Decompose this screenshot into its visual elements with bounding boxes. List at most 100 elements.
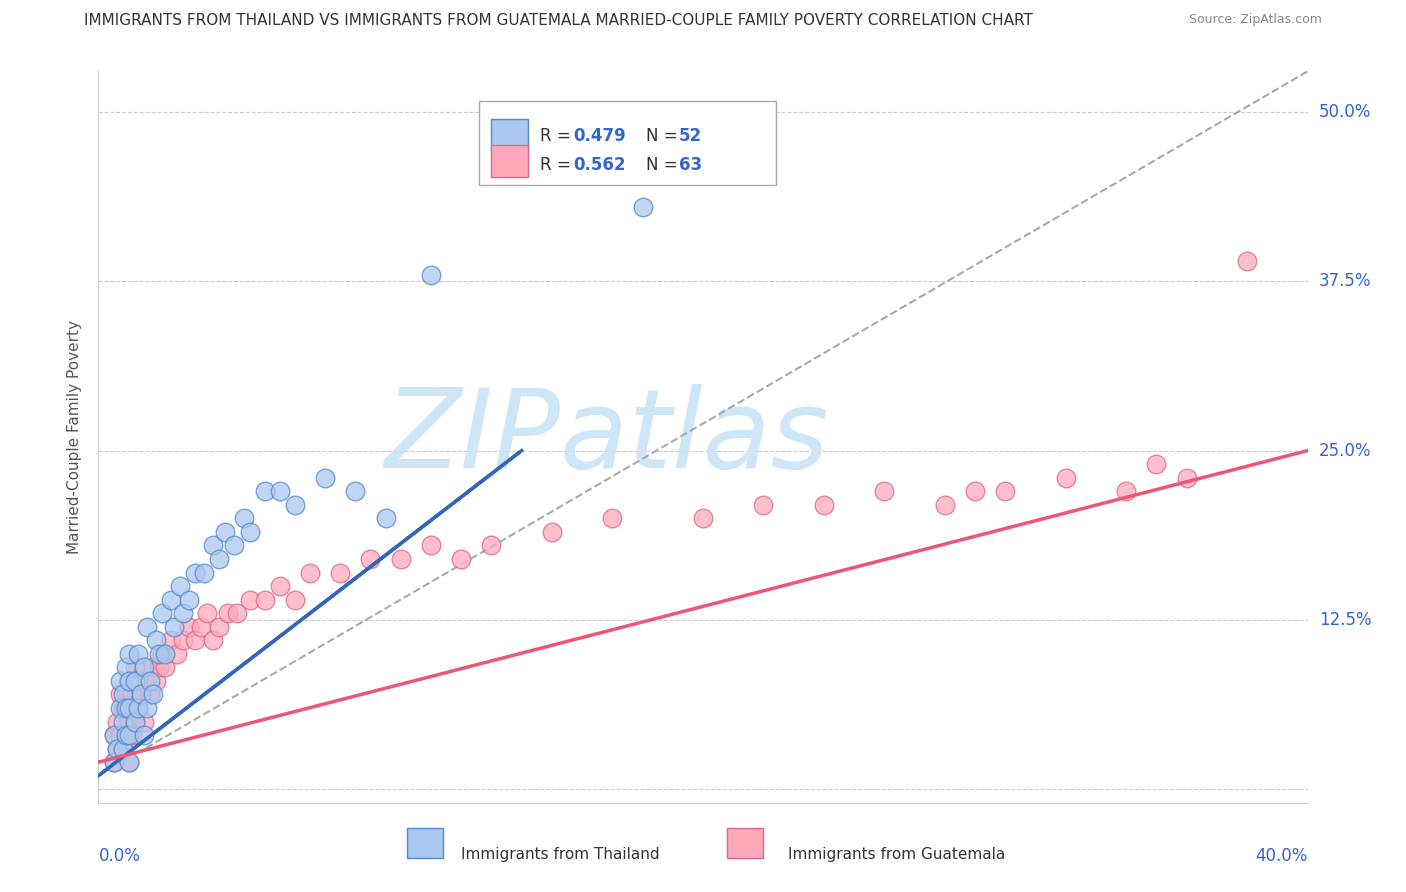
Text: 63: 63: [679, 156, 702, 174]
Text: R =: R =: [540, 127, 576, 145]
Point: [132, 660, 155, 674]
Point: [118, 647, 141, 661]
Point: [1115, 484, 1137, 499]
Point: [224, 538, 246, 552]
Point: [127, 701, 149, 715]
Point: [153, 647, 176, 661]
Point: [202, 633, 225, 648]
Point: [121, 688, 143, 702]
Point: [166, 647, 188, 661]
Point: [1236, 254, 1258, 268]
Point: [195, 606, 218, 620]
FancyBboxPatch shape: [406, 829, 443, 858]
Point: [105, 714, 128, 729]
Point: [540, 524, 562, 539]
Point: [108, 701, 131, 715]
Point: [132, 728, 155, 742]
Point: [269, 484, 291, 499]
Text: 0.0%: 0.0%: [98, 847, 141, 864]
Point: [153, 660, 176, 674]
Point: [299, 566, 322, 580]
Point: [135, 701, 157, 715]
Point: [150, 647, 173, 661]
Text: N =: N =: [647, 127, 683, 145]
Point: [114, 728, 136, 742]
Text: 40.0%: 40.0%: [1256, 847, 1308, 864]
Point: [111, 688, 134, 702]
Bar: [492, 145, 527, 178]
Point: [142, 688, 165, 702]
Point: [481, 538, 503, 552]
Point: [169, 579, 191, 593]
Point: [139, 673, 162, 688]
Point: [160, 633, 183, 648]
Y-axis label: Married-Couple Family Poverty: Married-Couple Family Poverty: [67, 320, 83, 554]
Point: [118, 714, 141, 729]
FancyBboxPatch shape: [727, 829, 763, 858]
Point: [163, 620, 186, 634]
Point: [179, 592, 201, 607]
Point: [118, 755, 141, 769]
Point: [145, 673, 167, 688]
Text: 52: 52: [679, 127, 702, 145]
Point: [374, 511, 396, 525]
Point: [124, 660, 146, 674]
Point: [118, 701, 141, 715]
Point: [202, 538, 225, 552]
Text: Immigrants from Guatemala: Immigrants from Guatemala: [787, 847, 1005, 862]
Point: [1144, 457, 1167, 471]
Point: [118, 755, 141, 769]
Point: [1054, 471, 1077, 485]
Point: [139, 688, 162, 702]
Point: [172, 633, 194, 648]
Point: [190, 620, 212, 634]
Point: [124, 673, 146, 688]
Point: [103, 728, 125, 742]
Point: [208, 552, 231, 566]
Point: [184, 633, 207, 648]
Point: [114, 688, 136, 702]
Point: [105, 741, 128, 756]
Point: [121, 728, 143, 742]
Point: [253, 484, 276, 499]
Point: [193, 566, 215, 580]
Point: [217, 606, 239, 620]
Point: [314, 471, 336, 485]
Point: [239, 524, 262, 539]
Point: [118, 728, 141, 742]
Point: [111, 741, 134, 756]
Text: 50.0%: 50.0%: [1319, 103, 1371, 121]
Point: [103, 755, 125, 769]
Point: [124, 714, 146, 729]
Point: [208, 620, 231, 634]
Point: [389, 552, 412, 566]
Point: [103, 755, 125, 769]
Point: [284, 592, 307, 607]
Point: [965, 484, 987, 499]
Point: [114, 660, 136, 674]
Point: [124, 714, 146, 729]
Point: [142, 660, 165, 674]
Point: [232, 511, 254, 525]
Point: [108, 688, 131, 702]
Point: [602, 511, 624, 525]
Point: [148, 647, 170, 661]
Point: [631, 200, 654, 214]
Point: [111, 701, 134, 715]
Point: [105, 741, 128, 756]
Text: 0.562: 0.562: [574, 156, 626, 174]
Point: [114, 728, 136, 742]
Point: [108, 673, 131, 688]
Point: [108, 728, 131, 742]
Point: [127, 647, 149, 661]
Text: 0.479: 0.479: [574, 127, 626, 145]
Point: [184, 566, 207, 580]
Point: [284, 498, 307, 512]
Text: 37.5%: 37.5%: [1319, 272, 1371, 290]
Point: [450, 552, 472, 566]
Point: [692, 511, 714, 525]
Text: N =: N =: [647, 156, 683, 174]
Point: [813, 498, 835, 512]
Point: [103, 728, 125, 742]
Point: [179, 620, 201, 634]
